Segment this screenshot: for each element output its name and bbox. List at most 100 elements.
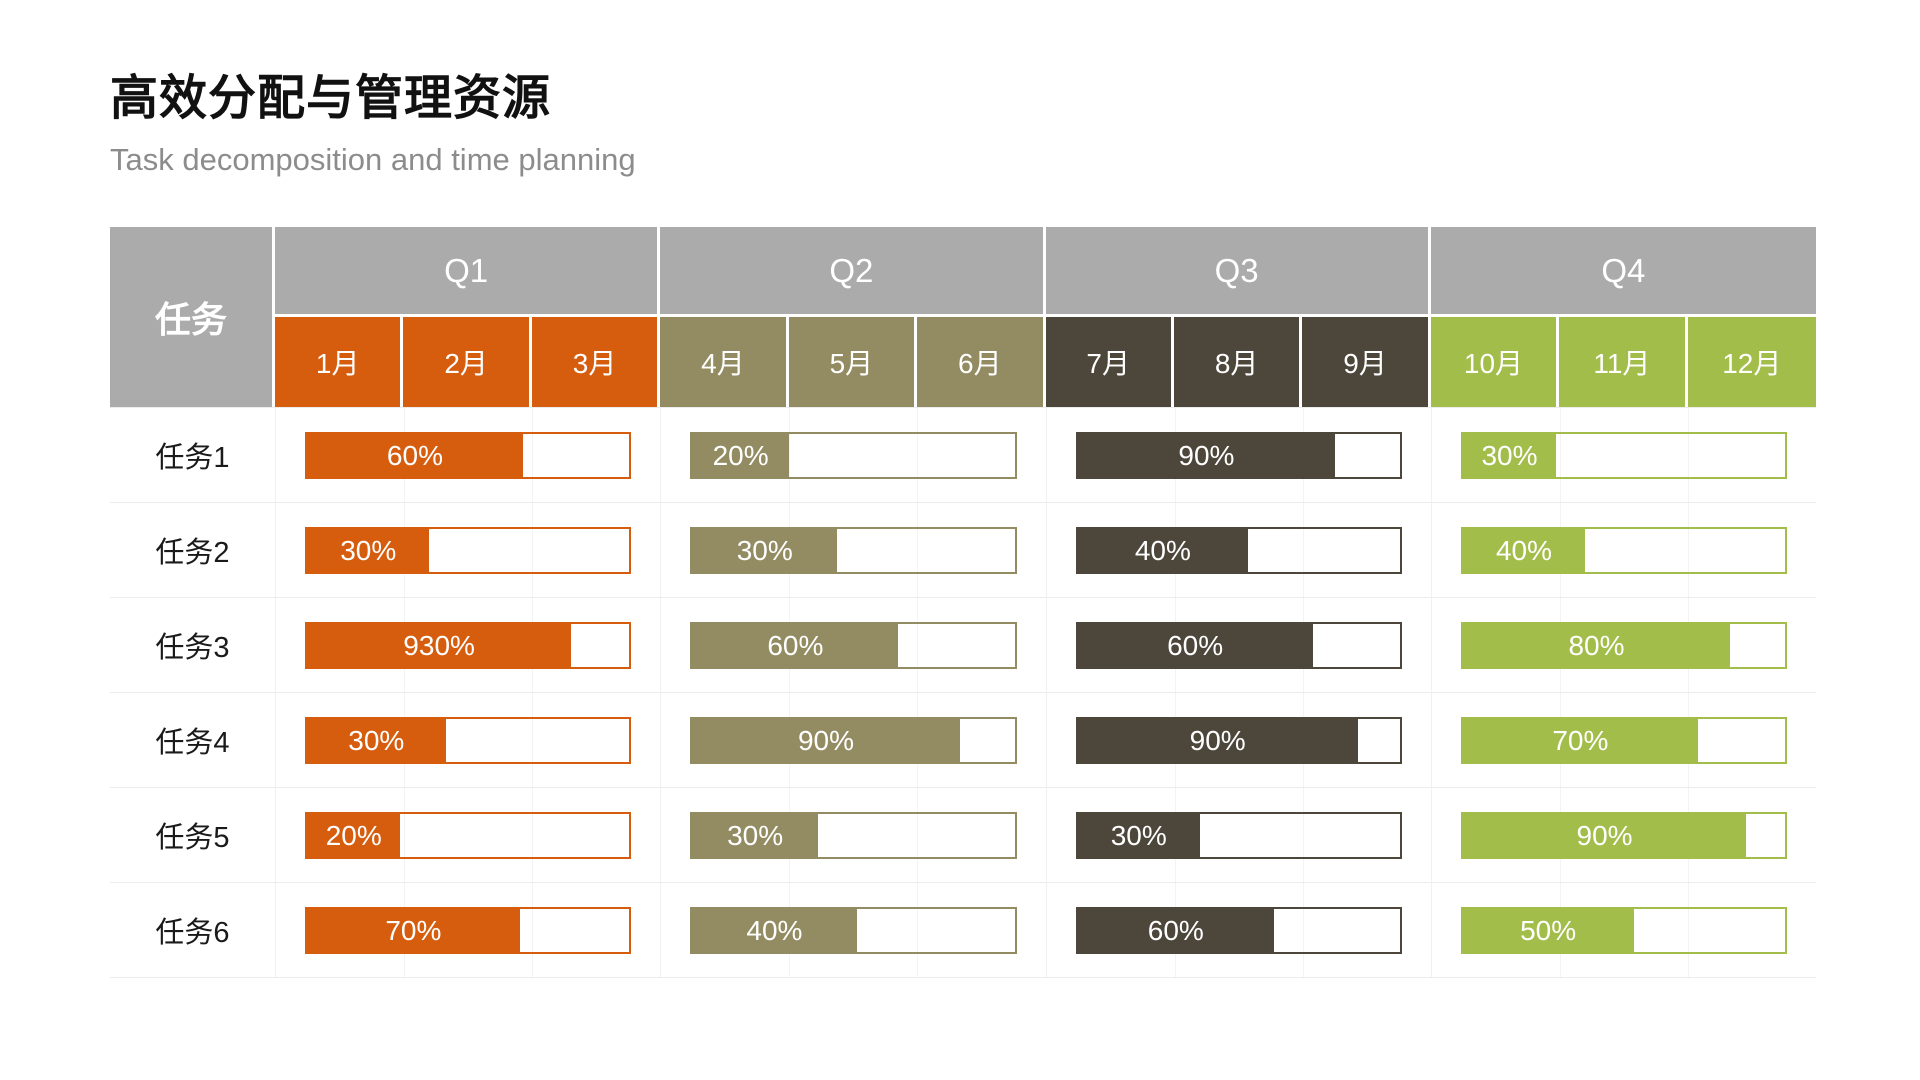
- quarter-header-q2: Q2: [660, 227, 1046, 317]
- progress-cell: 30%: [660, 787, 1046, 882]
- progress-cell: 60%: [275, 407, 661, 502]
- progress-bar: 40%: [1460, 527, 1787, 574]
- quarter-header-q1: Q1: [275, 227, 661, 317]
- progress-cell: 70%: [275, 882, 661, 977]
- progress-value-label: 20%: [325, 819, 382, 851]
- progress-bar-fill: 60%: [692, 624, 899, 667]
- progress-value-label: 30%: [348, 724, 405, 756]
- progress-bar: 60%: [1075, 907, 1402, 954]
- progress-bar-fill: 40%: [692, 909, 857, 952]
- progress-bar-fill: 30%: [1462, 434, 1557, 477]
- progress-bar-fill: 30%: [692, 814, 818, 857]
- progress-bar: 30%: [305, 717, 632, 764]
- month-header-7: 7月: [1045, 317, 1174, 407]
- progress-value-label: 60%: [1147, 914, 1204, 946]
- progress-cell: 90%: [1430, 787, 1816, 882]
- progress-bar-fill: 30%: [307, 529, 430, 572]
- progress-bar: 90%: [1460, 812, 1787, 859]
- progress-bar-fill: 90%: [1462, 814, 1747, 857]
- month-header-8: 8月: [1173, 317, 1303, 407]
- progress-bar: 90%: [1075, 432, 1402, 479]
- progress-cell: 30%: [275, 692, 661, 787]
- progress-value-label: 30%: [340, 534, 397, 566]
- progress-bar: 30%: [690, 812, 1017, 859]
- progress-bar: 90%: [1075, 717, 1402, 764]
- month-header-12: 12月: [1687, 317, 1816, 407]
- task-name: 任务1: [110, 407, 275, 502]
- progress-bar-fill: 60%: [1077, 909, 1275, 952]
- month-header-6: 6月: [917, 317, 1046, 407]
- progress-bar-fill: 40%: [1462, 529, 1586, 572]
- progress-bar-fill: 60%: [1077, 624, 1313, 667]
- task-name: 任务5: [110, 787, 275, 882]
- progress-cell: 930%: [275, 597, 661, 692]
- quarter-header-q3: Q3: [1045, 227, 1431, 317]
- progress-bar-fill: 20%: [307, 814, 401, 857]
- task-name: 任务2: [110, 502, 275, 597]
- progress-value-label: 40%: [1495, 534, 1552, 566]
- progress-cell: 60%: [1045, 597, 1431, 692]
- month-header-4: 4月: [660, 317, 789, 407]
- progress-cell: 90%: [1045, 692, 1431, 787]
- progress-value-label: 90%: [1178, 439, 1235, 471]
- progress-bar: 20%: [690, 432, 1017, 479]
- progress-value-label: 30%: [1110, 819, 1167, 851]
- progress-cell: 30%: [1430, 407, 1816, 502]
- progress-bar: 80%: [1460, 622, 1787, 669]
- progress-bar: 60%: [305, 432, 632, 479]
- progress-bar: 30%: [305, 527, 632, 574]
- progress-bar-fill: 30%: [692, 529, 838, 572]
- page-title: 高效分配与管理资源: [110, 72, 552, 125]
- progress-cell: 90%: [1045, 407, 1431, 502]
- progress-bar-fill: 40%: [1077, 529, 1249, 572]
- progress-cell: 50%: [1430, 882, 1816, 977]
- quarter-header-q4: Q4: [1430, 227, 1816, 317]
- progress-bar: 50%: [1460, 907, 1787, 954]
- progress-cell: 40%: [660, 882, 1046, 977]
- progress-value-label: 40%: [746, 914, 803, 946]
- progress-value-label: 20%: [712, 439, 769, 471]
- progress-bar: 60%: [1075, 622, 1402, 669]
- progress-value-label: 90%: [1576, 819, 1633, 851]
- task-name: 任务4: [110, 692, 275, 787]
- progress-bar: 30%: [1075, 812, 1402, 859]
- task-name: 任务6: [110, 882, 275, 977]
- progress-bar-fill: 30%: [1077, 814, 1200, 857]
- month-header-9: 9月: [1302, 317, 1431, 407]
- progress-bar: 70%: [305, 907, 632, 954]
- month-header-10: 10月: [1430, 317, 1560, 407]
- progress-bar: 90%: [690, 717, 1017, 764]
- progress-bar-fill: 90%: [692, 719, 960, 762]
- progress-bar-fill: 80%: [1462, 624, 1731, 667]
- progress-value-label: 60%: [386, 439, 443, 471]
- progress-value-label: 930%: [403, 629, 475, 661]
- progress-cell: 40%: [1430, 502, 1816, 597]
- progress-bar: 930%: [305, 622, 632, 669]
- progress-cell: 90%: [660, 692, 1046, 787]
- progress-value-label: 70%: [1552, 724, 1609, 756]
- progress-bar: 40%: [1075, 527, 1402, 574]
- progress-bar: 70%: [1460, 717, 1787, 764]
- progress-value-label: 60%: [767, 629, 824, 661]
- progress-bar: 40%: [690, 907, 1017, 954]
- task-name: 任务3: [110, 597, 275, 692]
- progress-cell: 80%: [1430, 597, 1816, 692]
- progress-bar: 30%: [1460, 432, 1787, 479]
- progress-cell: 70%: [1430, 692, 1816, 787]
- month-header-3: 3月: [531, 317, 661, 407]
- progress-cell: 30%: [660, 502, 1046, 597]
- progress-value-label: 70%: [385, 914, 442, 946]
- progress-cell: 20%: [275, 787, 661, 882]
- progress-bar: 30%: [690, 527, 1017, 574]
- progress-cell: 30%: [1045, 787, 1431, 882]
- progress-cell: 60%: [660, 597, 1046, 692]
- progress-bar-fill: 930%: [307, 624, 572, 667]
- month-header-1: 1月: [275, 317, 404, 407]
- month-header-5: 5月: [788, 317, 918, 407]
- progress-value-label: 30%: [1481, 439, 1538, 471]
- progress-bar-fill: 70%: [1462, 719, 1698, 762]
- task-column-header: 任务: [110, 227, 275, 407]
- progress-bar: 60%: [690, 622, 1017, 669]
- progress-cell: 20%: [660, 407, 1046, 502]
